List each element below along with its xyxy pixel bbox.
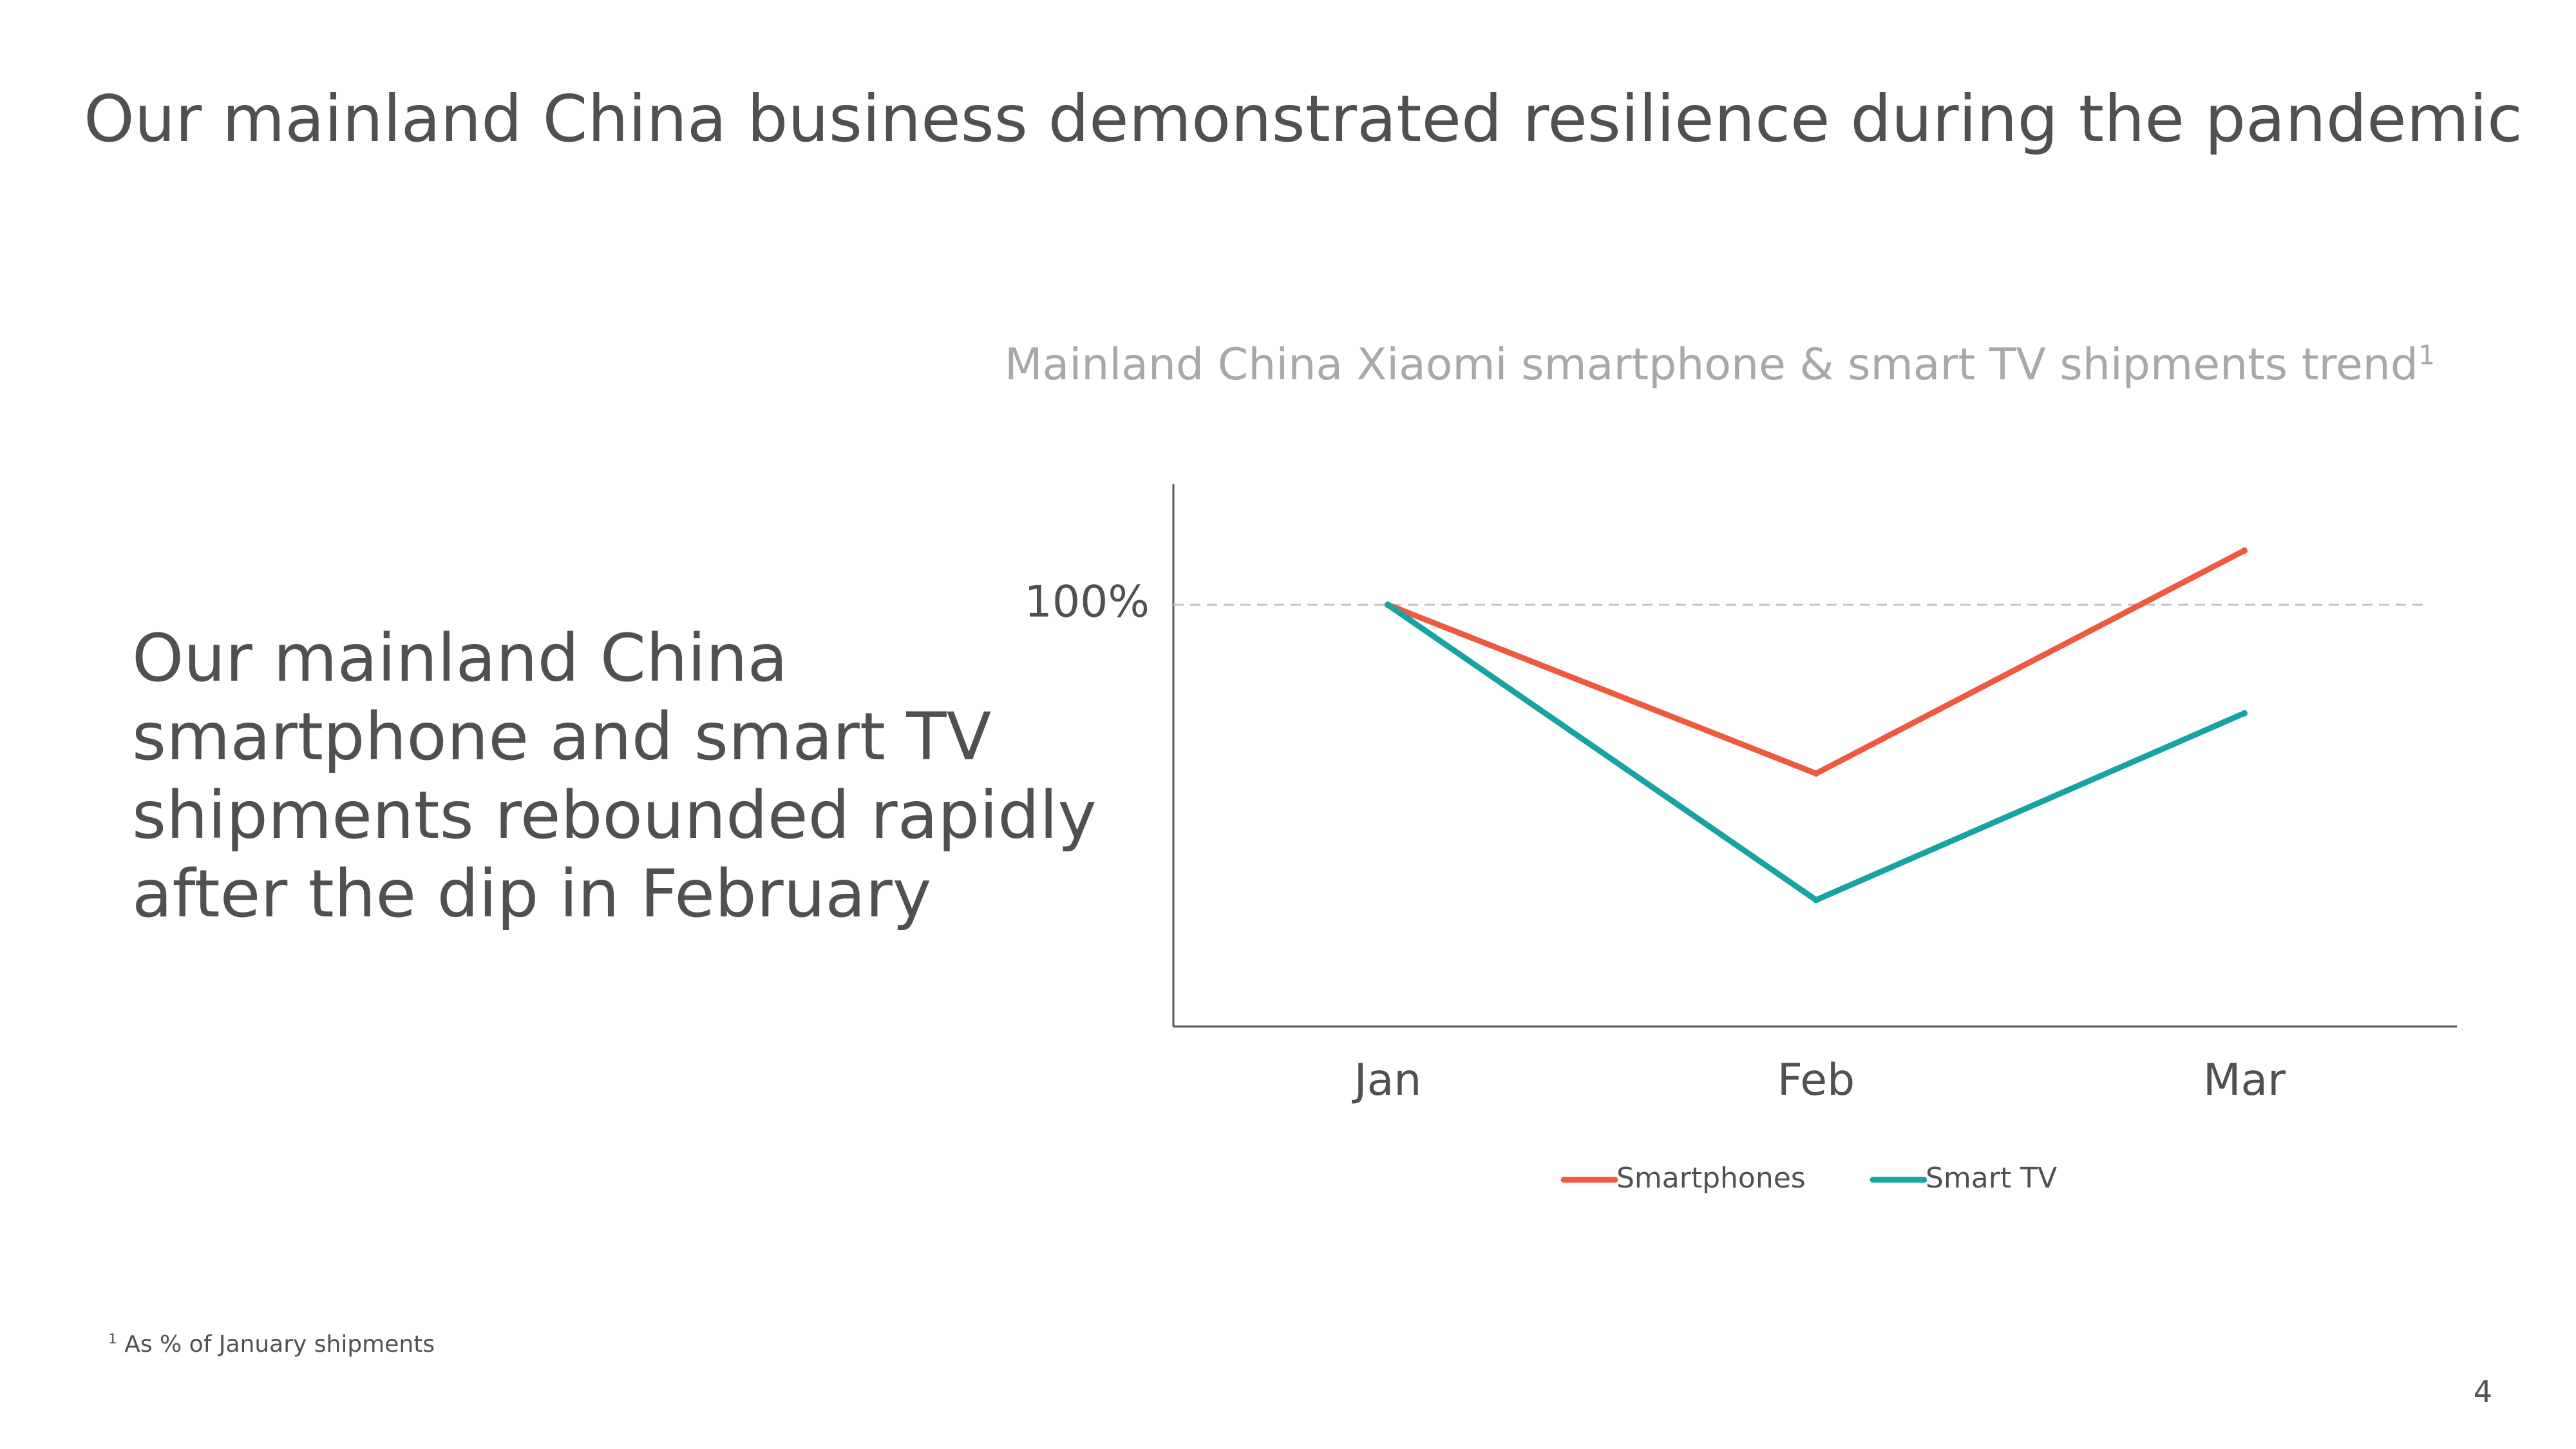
legend: Smartphones Smart TV <box>1560 1162 2057 1195</box>
x-tick-label-mar: Mar <box>2203 1055 2286 1106</box>
data-point-smart-tv-feb <box>1813 896 1819 904</box>
slide-title: Our mainland China business demonstrated… <box>84 81 2523 156</box>
x-tick-label-jan: Jan <box>1352 1055 1422 1106</box>
chart-title-footnote-marker: 1 <box>2418 339 2436 371</box>
legend-label-smart-tv: Smart TV <box>1926 1162 2057 1195</box>
body-text: Our mainland China smartphone and smart … <box>132 620 1097 933</box>
x-tick-label-feb: Feb <box>1777 1055 1855 1106</box>
data-point-smartphones-mar <box>2241 547 2248 554</box>
chart-title-text: Mainland China Xiaomi smartphone & smart… <box>1005 339 2419 390</box>
footnote-marker: 1 <box>108 1331 117 1347</box>
data-point-smart-tv-mar <box>2241 710 2248 717</box>
legend-label-smartphones: Smartphones <box>1616 1162 1806 1195</box>
footnote: 1 As % of January shipments <box>108 1330 435 1359</box>
series-line-smartphones <box>1385 547 2248 777</box>
page-number: 4 <box>2473 1374 2492 1409</box>
chart-title: Mainland China Xiaomi smartphone & smart… <box>1005 336 2435 394</box>
data-point-smart-tv-jan <box>1385 601 1391 609</box>
series-lines <box>1385 547 2248 904</box>
y-tick-label-100: 100% <box>1025 577 1150 628</box>
data-point-smartphones-feb <box>1813 770 1819 777</box>
footnote-text: As % of January shipments <box>124 1331 435 1358</box>
x-tick-labels: Jan Feb Mar <box>1352 1055 2286 1106</box>
series-line-smart-tv <box>1385 601 2248 904</box>
